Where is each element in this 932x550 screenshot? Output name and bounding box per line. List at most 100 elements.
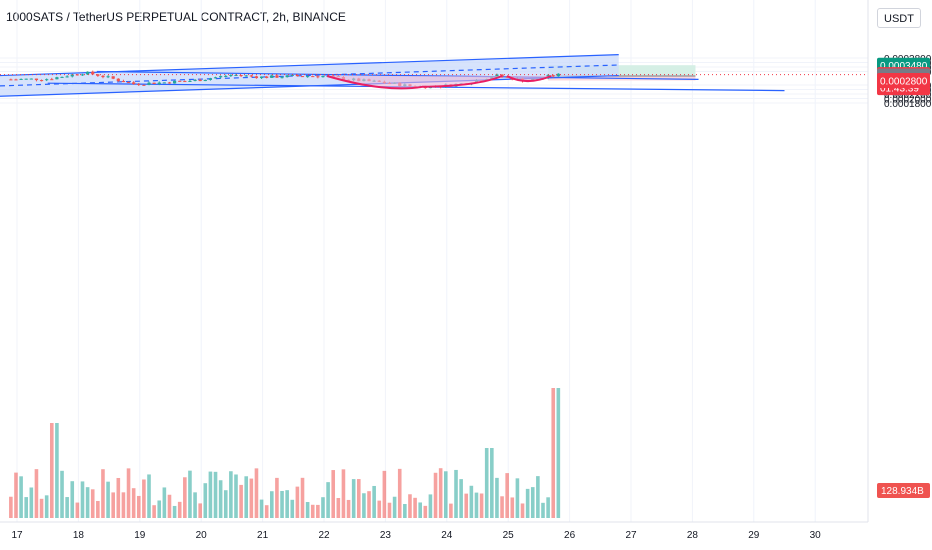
volume-bar — [341, 469, 346, 518]
volume-bar — [177, 501, 182, 518]
candle-body — [70, 74, 74, 77]
candle-body — [126, 82, 131, 84]
candle-body — [556, 73, 560, 77]
x-tick-label: 25 — [503, 530, 515, 541]
falling-resistance-line — [96, 70, 699, 80]
volume-bar — [147, 474, 151, 518]
volume-bar — [459, 479, 463, 518]
candle-body — [91, 71, 95, 75]
volume-bar — [167, 494, 172, 518]
candle-body — [55, 77, 59, 80]
volume-bar — [413, 497, 417, 518]
volume-bar — [29, 487, 34, 518]
volume-bar — [536, 476, 540, 518]
volume-bar — [484, 448, 489, 518]
volume-bar — [387, 502, 392, 518]
volume-bar — [249, 478, 254, 518]
candle-body — [505, 76, 509, 78]
candle-body — [280, 77, 284, 79]
candle-body — [19, 78, 23, 80]
candle-body — [39, 80, 44, 82]
volume-bar — [188, 470, 192, 518]
x-tick-label: 20 — [196, 530, 208, 541]
volume-bar — [172, 505, 177, 518]
volume-bar — [55, 423, 59, 518]
volume-bar — [85, 487, 90, 518]
candle-body — [116, 78, 120, 82]
volume-bar — [193, 492, 197, 518]
volume-bar — [60, 470, 64, 518]
volume-bar — [346, 499, 351, 518]
volume-bar — [443, 471, 448, 518]
candle-body — [157, 82, 161, 84]
candle-body — [219, 76, 223, 78]
candle-body — [311, 76, 315, 78]
candle-body — [198, 79, 202, 82]
candle-body — [229, 75, 233, 77]
price-label-text: 0.0003480 — [880, 61, 928, 72]
pattern-overlay — [0, 74, 868, 90]
y-tick-label: 0.0002000 — [884, 95, 932, 106]
x-tick-label: 19 — [134, 530, 146, 541]
candle-body — [65, 76, 69, 78]
x-tick-label: 21 — [257, 530, 269, 541]
volume-bar — [500, 496, 504, 518]
volume-bar — [382, 470, 387, 518]
candle-body — [178, 80, 182, 82]
volume-bar — [433, 472, 438, 518]
volume-bar — [556, 388, 561, 518]
x-tick-label: 27 — [625, 530, 637, 541]
volume-bar — [14, 472, 18, 518]
volume-bar — [423, 505, 428, 518]
volume-bar — [408, 494, 412, 518]
candle-body — [142, 84, 146, 86]
candle-body — [188, 80, 192, 82]
volume-bar — [9, 496, 13, 518]
candle-body — [551, 75, 555, 77]
volume-bar — [234, 474, 238, 518]
volume-bar — [392, 496, 397, 518]
volume-bar — [239, 484, 243, 518]
candle-body — [106, 76, 110, 78]
volume-bar — [223, 490, 228, 518]
candle-body — [275, 75, 279, 78]
volume-bar — [275, 477, 279, 518]
volume-bar — [157, 500, 162, 518]
x-tick-label: 24 — [441, 530, 453, 541]
volume-bar — [326, 482, 330, 518]
candle-body — [495, 74, 499, 78]
candle-body — [172, 80, 177, 84]
volume-bar — [203, 483, 208, 518]
candle-body — [285, 75, 289, 78]
volume-label-badge — [877, 483, 930, 498]
volume-bars — [9, 388, 561, 518]
symbol-title: 1000SATS / TetherUS PERPETUAL CONTRACT, … — [6, 10, 346, 24]
volume-bar — [208, 471, 213, 518]
candle-body — [239, 75, 243, 77]
candle-body — [167, 82, 172, 84]
y-tick-label: 0.0002200 — [884, 90, 932, 101]
volume-bar — [356, 479, 361, 518]
volume-bar — [75, 502, 80, 518]
currency-selector[interactable]: USDT — [877, 8, 921, 28]
candle-body — [60, 76, 64, 78]
candle-body — [152, 82, 156, 84]
candle-body — [234, 75, 238, 77]
volume-bar — [39, 498, 44, 518]
candle-body — [147, 82, 151, 85]
volume-bar — [530, 487, 535, 518]
volume-bar — [229, 471, 233, 518]
volume-bar — [474, 492, 479, 518]
candle-body — [224, 75, 228, 77]
volume-bar — [70, 481, 75, 518]
volume-bar — [111, 492, 115, 518]
volume-bar — [295, 486, 300, 518]
candle-body — [86, 71, 90, 75]
volume-bar — [254, 468, 259, 518]
volume-bar — [213, 471, 218, 518]
volume-bar — [469, 485, 474, 518]
volume-bar — [90, 489, 95, 518]
volume-bar — [510, 497, 515, 518]
candle-body — [24, 78, 28, 80]
